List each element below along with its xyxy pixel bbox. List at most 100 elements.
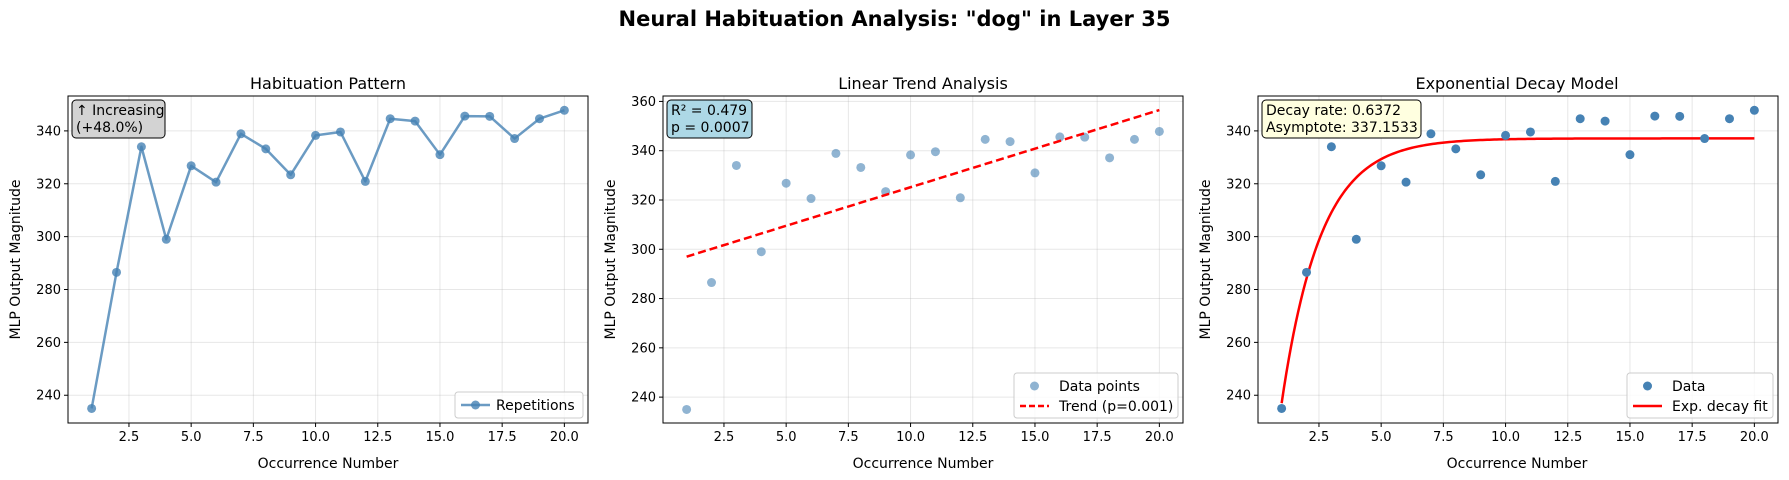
data-point xyxy=(781,178,791,188)
y-tick-label: 320 xyxy=(1226,177,1251,192)
annotation-box: ↑ Increasing (+48.0%) xyxy=(71,99,166,139)
x-axis-label: Occurrence Number xyxy=(258,456,399,472)
x-tick-label: 15.0 xyxy=(1020,430,1049,445)
data-point xyxy=(1749,105,1759,115)
data-point xyxy=(856,162,866,172)
axes-frame xyxy=(662,95,1184,424)
y-tick-label: 240 xyxy=(36,389,61,404)
panel-title: Exponential Decay Model xyxy=(1415,74,1618,93)
annotation-line-1: R² = 0.479 xyxy=(671,103,747,119)
data-point xyxy=(1326,142,1336,152)
series-layer xyxy=(1277,105,1759,413)
y-ticks: 240 260 280 300 320 340 xyxy=(1226,124,1258,404)
data-point xyxy=(1700,134,1710,144)
data-point xyxy=(1005,137,1015,147)
data-point xyxy=(1525,127,1535,137)
y-axis-label: MLP Output Magnitude xyxy=(603,179,619,339)
data-point xyxy=(707,278,717,288)
annotation-line-2: p = 0.0007 xyxy=(671,120,750,136)
x-tick-label: 20.0 xyxy=(550,430,579,445)
data-point xyxy=(1105,153,1115,163)
exp-decay-fit-curve xyxy=(1280,137,1755,404)
legend-box xyxy=(1013,372,1179,419)
data-point xyxy=(1351,234,1361,244)
legend-box xyxy=(454,391,584,419)
grid xyxy=(68,96,588,423)
y-tick-label: 240 xyxy=(631,391,656,406)
annotation-background xyxy=(71,99,166,139)
x-tick-label: 2.5 xyxy=(119,430,140,445)
x-tick-label: 15.0 xyxy=(1615,430,1644,445)
x-tick-label: 12.5 xyxy=(1553,430,1582,445)
legend-label-data-points: Data points xyxy=(1059,379,1140,395)
y-axis-label: MLP Output Magnitude xyxy=(1198,179,1214,339)
data-point xyxy=(435,150,445,160)
data-point xyxy=(1476,170,1486,180)
x-axis-label: Occurrence Number xyxy=(1447,456,1588,472)
x-tick-label: 5.0 xyxy=(181,430,202,445)
legend-swatch-marker xyxy=(1030,381,1039,391)
data-point xyxy=(955,193,965,203)
data-point xyxy=(1625,150,1635,160)
y-tick-label: 300 xyxy=(1226,230,1251,245)
data-point xyxy=(756,247,766,257)
y-tick-label: 300 xyxy=(631,243,656,258)
legend-swatch-marker xyxy=(471,400,480,410)
series-layer xyxy=(682,108,1164,414)
annotation-line-1: Decay rate: 0.6372 xyxy=(1266,103,1401,119)
x-tick-label: 5.0 xyxy=(1371,430,1392,445)
data-point xyxy=(261,144,271,154)
data-point xyxy=(1129,134,1139,144)
x-tick-label: 7.5 xyxy=(838,430,859,445)
annotation-background xyxy=(1261,99,1422,139)
x-tick-label: 7.5 xyxy=(243,430,264,445)
data-point xyxy=(559,105,569,115)
y-tick-label: 280 xyxy=(631,292,656,307)
data-point xyxy=(1302,267,1312,277)
legend: Data points Trend (p=0.001) xyxy=(1013,372,1179,419)
x-tick-label: 5.0 xyxy=(776,430,797,445)
x-tick-label: 15.0 xyxy=(425,430,454,445)
annotation-box: R² = 0.479 p = 0.0007 xyxy=(666,99,753,139)
trend-line xyxy=(686,108,1160,258)
data-point xyxy=(806,194,816,204)
data-point xyxy=(311,130,321,140)
data-point xyxy=(385,114,395,124)
legend-label-trend: Trend (p=0.001) xyxy=(1058,399,1173,415)
y-axis-label: MLP Output Magnitude xyxy=(8,179,24,339)
legend-box xyxy=(1626,372,1774,419)
data-point xyxy=(831,148,841,158)
data-point xyxy=(510,134,520,144)
y-tick-label: 320 xyxy=(631,193,656,208)
x-tick-label: 7.5 xyxy=(1433,430,1454,445)
data-point xyxy=(335,127,345,137)
y-tick-label: 280 xyxy=(1226,283,1251,298)
axes-frame xyxy=(1257,95,1779,424)
repetitions-line xyxy=(90,109,565,409)
grid xyxy=(663,96,1183,423)
data-point xyxy=(360,176,370,186)
y-tick-label: 240 xyxy=(1226,389,1251,404)
data-point xyxy=(1675,111,1685,121)
annotation-line-2: (+48.0%) xyxy=(76,120,143,136)
data-point xyxy=(534,114,544,124)
y-tick-label: 340 xyxy=(36,124,61,139)
data-point xyxy=(1600,116,1610,126)
legend-swatch-marker xyxy=(1643,381,1652,391)
data-point xyxy=(1575,114,1585,124)
y-tick-label: 340 xyxy=(631,144,656,159)
x-ticks: 2.5 5.0 7.5 10.0 12.5 15.0 17.5 20.0 xyxy=(119,423,579,445)
data-point xyxy=(136,142,146,152)
x-ticks: 2.5 5.0 7.5 10.0 12.5 15.0 17.5 20.0 xyxy=(1309,423,1769,445)
data-point xyxy=(1154,126,1164,136)
data-point xyxy=(460,111,470,121)
x-tick-label: 10.0 xyxy=(301,430,330,445)
legend-label-data: Data xyxy=(1672,379,1705,395)
x-axis-label: Occurrence Number xyxy=(853,456,994,472)
series-layer xyxy=(87,105,569,413)
data-point xyxy=(87,403,97,413)
data-point xyxy=(1055,132,1065,142)
data-point xyxy=(1426,129,1436,139)
legend-label-fit: Exp. decay fit xyxy=(1672,399,1768,415)
data-point xyxy=(485,111,495,121)
